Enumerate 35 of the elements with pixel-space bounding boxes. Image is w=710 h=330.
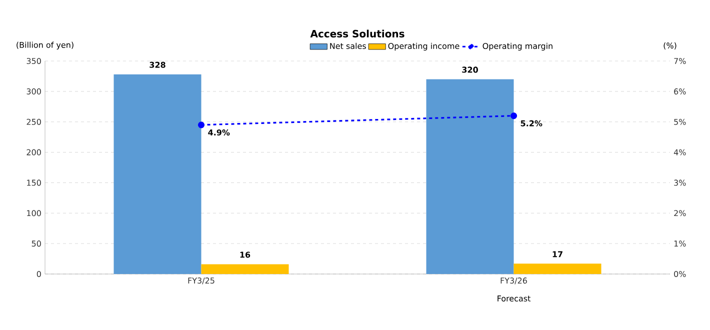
data-label: 17 (552, 251, 562, 258)
data-label: 320 (462, 66, 478, 73)
data-label: 16 (240, 252, 250, 258)
y-tick-label: 350 (26, 58, 41, 64)
data-label: 5.2% (520, 120, 542, 126)
y2-tick-label: 1% (674, 240, 686, 247)
y2-tick-label: 7% (674, 58, 686, 64)
data-label: 4.9% (208, 129, 230, 136)
x-tick-label: FY3/26 (500, 278, 527, 284)
y-tick-label: 150 (27, 180, 41, 186)
legend-label: Net sales (330, 42, 366, 50)
y-axis-title: (Billion of yen) (16, 42, 74, 50)
bar (514, 264, 602, 274)
x-tick-label: FY3/25 (188, 278, 214, 284)
text: Forecast (498, 296, 530, 302)
y-tick-label: 50 (32, 240, 41, 247)
data-label: 328 (150, 62, 166, 68)
y2-tick-label: 2% (674, 210, 686, 216)
y-tick-label: 300 (26, 88, 41, 94)
y2-tick-label: 4% (674, 149, 686, 156)
y-tick-label: 0 (36, 270, 41, 278)
y2-tick-label: 5% (674, 118, 686, 125)
y-tick-label: 100 (27, 210, 41, 216)
chart-title: Access Solutions (310, 30, 404, 38)
y-tick-label: 200 (26, 149, 41, 156)
y2-axis-title: (%) (664, 42, 676, 50)
bar (201, 264, 289, 274)
legend-label: Operating margin (482, 42, 552, 51)
bar (114, 74, 202, 274)
y2-tick-label: 6% (674, 88, 686, 94)
y2-tick-label: 3% (674, 180, 686, 186)
y2-tick-label: 0% (674, 270, 686, 278)
legend-label: Operating income (388, 42, 460, 51)
bar (426, 79, 514, 274)
y-tick-label: 250 (26, 118, 41, 125)
